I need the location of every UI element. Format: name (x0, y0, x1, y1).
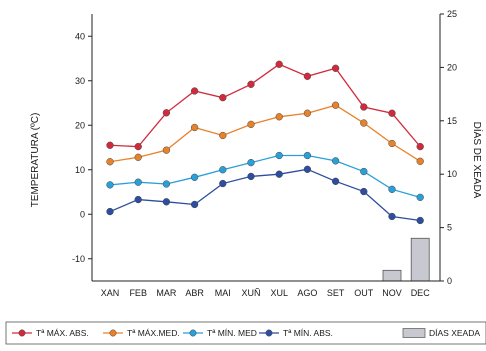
data-point-3 (303, 165, 312, 173)
plot-area (106, 60, 430, 282)
data-point-0 (388, 109, 396, 117)
data-point-1 (190, 123, 199, 132)
x-tick-label: NOV (382, 288, 402, 298)
data-point-2 (247, 158, 255, 167)
series-line-2 (109, 154, 421, 198)
data-point-3 (360, 187, 368, 196)
legend-label: Tª MÁX. ABS. (36, 328, 89, 338)
x-tick-label: MAR (156, 288, 177, 298)
y-axis-title: TEMPERATURA (ºC) (30, 113, 41, 208)
data-point-0 (134, 142, 142, 151)
y2-tick-label: 15 (447, 116, 457, 126)
y-tick-label: -10 (72, 254, 85, 264)
bar-nov (382, 269, 402, 282)
data-point-0 (190, 87, 199, 95)
data-point-1 (275, 113, 283, 121)
legend-box (5, 321, 486, 345)
series-line-1 (109, 104, 421, 163)
legend-label: Tª MÁX.MED. (127, 328, 180, 338)
data-point-0 (247, 80, 255, 88)
y2-axis-title: DÍAS DE XEADA (471, 122, 484, 199)
y2-tick-label: 20 (447, 62, 457, 72)
bar-dec (410, 237, 430, 282)
data-point-1 (303, 109, 312, 117)
data-point-1 (247, 120, 255, 129)
data-point-3 (134, 195, 142, 204)
data-point-3 (275, 170, 283, 178)
data-point-3 (331, 177, 340, 185)
x-tick-label: ABR (185, 288, 204, 298)
y-tick-label: 40 (75, 31, 85, 41)
legend-label: Tª MÍN. MED (207, 328, 257, 338)
legend-label: DÍAS XEADA (429, 328, 480, 338)
x-tick-label: SET (327, 288, 345, 298)
data-point-0 (219, 94, 227, 102)
data-point-2 (162, 180, 171, 188)
x-tick-label: OUT (354, 288, 374, 298)
data-point-0 (275, 60, 283, 68)
data-point-2 (388, 185, 396, 193)
y-tick-label: 10 (75, 165, 85, 175)
data-point-3 (219, 179, 227, 188)
x-tick-label: XUÑ (241, 288, 260, 298)
series-line-0 (109, 63, 421, 148)
data-point-1 (106, 158, 114, 166)
x-tick-label: XAN (101, 288, 120, 298)
data-point-2 (416, 193, 424, 201)
data-point-3 (106, 207, 114, 216)
data-point-2 (190, 173, 199, 181)
data-point-0 (416, 142, 424, 151)
legend-bar-swatch (402, 328, 426, 338)
legend: Tª MÁX. ABS. Tª MÁX.MED. Tª MÍN. MED Tª MÍN… (5, 321, 486, 345)
legend-label: Tª MÍN. ABS. (283, 328, 333, 338)
data-point-1 (219, 131, 227, 140)
data-point-2 (106, 181, 114, 189)
data-point-1 (162, 146, 171, 154)
series-line-3 (109, 168, 421, 222)
y2-tick-label: 25 (447, 9, 457, 19)
data-point-1 (416, 157, 424, 165)
data-point-1 (331, 101, 340, 109)
data-point-2 (134, 178, 142, 186)
data-point-0 (303, 72, 312, 80)
data-point-2 (331, 157, 340, 165)
legend-marker (18, 329, 26, 337)
legend-marker (109, 329, 117, 337)
data-point-2 (275, 151, 283, 160)
data-point-0 (360, 103, 368, 111)
y-tick-label: 0 (80, 209, 85, 219)
y-tick-label: 30 (75, 76, 85, 86)
y2-tick-label: 0 (447, 276, 452, 286)
data-point-2 (219, 166, 227, 174)
data-point-2 (360, 167, 368, 176)
y2-tick-label: 10 (447, 169, 457, 179)
x-tick-label: XUL (270, 288, 288, 298)
x-tick-label: MAI (215, 288, 231, 298)
legend-marker (265, 329, 273, 337)
y2-tick-label: 5 (447, 223, 452, 233)
data-point-0 (331, 64, 340, 72)
data-point-3 (388, 212, 396, 221)
legend-marker (189, 329, 197, 337)
data-point-3 (162, 198, 171, 206)
data-point-0 (106, 141, 114, 149)
data-point-3 (416, 216, 424, 225)
data-point-2 (303, 151, 312, 160)
data-point-0 (162, 109, 171, 117)
data-point-1 (360, 119, 368, 127)
data-point-3 (190, 200, 199, 209)
x-tick-label: AGO (297, 288, 317, 298)
x-tick-label: FEB (129, 288, 147, 298)
data-point-3 (247, 172, 255, 181)
x-tick-label: DEC (411, 288, 431, 298)
data-point-1 (134, 153, 142, 161)
data-point-1 (388, 139, 396, 148)
axes: -10 0 10 20 30 40 0 5 10 15 20 25 XAN FEB MAR ABR MAI XUÑ… (72, 9, 457, 298)
y-tick-label: 20 (75, 120, 85, 130)
